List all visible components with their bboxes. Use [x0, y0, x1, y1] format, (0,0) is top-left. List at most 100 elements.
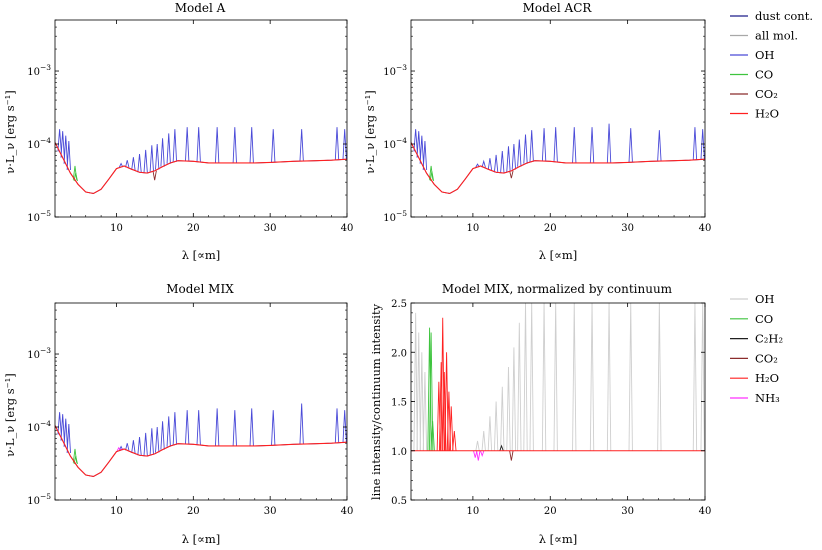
line-peak-nh- — [480, 450, 485, 458]
line-peak-c-h- — [499, 444, 504, 451]
line-peak-oh — [137, 436, 142, 456]
x-tick-label: 10 — [110, 506, 123, 517]
line-peak-oh — [657, 303, 662, 451]
line-peak-oh — [481, 159, 486, 168]
line-peak-oh — [342, 410, 347, 443]
y-tick-label: 10−4 — [383, 136, 407, 151]
line-peak-oh — [60, 414, 65, 441]
line-peak-co- — [509, 450, 514, 461]
line-peak-oh — [529, 130, 534, 162]
line-peak-oh — [60, 131, 65, 158]
x-tick-label: 20 — [187, 506, 200, 517]
legend-label: dust cont. — [755, 9, 813, 23]
line-peak-h-o — [452, 431, 457, 451]
legend-label: CO — [755, 312, 773, 326]
line-peak-oh — [511, 347, 517, 451]
line-peak-oh — [419, 135, 424, 164]
line-peak-oh — [523, 134, 528, 164]
line-peak-oh — [692, 127, 698, 160]
plot-area — [411, 123, 705, 195]
line-peak-oh — [131, 157, 136, 170]
panel-model-acr: Model ACR 10 20 30 40 10−5 10−4 10−3 λ [∝m] ν… — [363, 1, 711, 262]
line-peak-oh — [628, 128, 633, 163]
line-peak-oh — [125, 160, 130, 168]
y-tick-label: 10−5 — [27, 492, 51, 507]
line-peak-oh — [511, 143, 517, 170]
line-peak-oh — [419, 352, 424, 451]
line-peak-h-o — [439, 362, 444, 451]
line-peak-co — [73, 172, 78, 182]
legend-label: CO — [755, 68, 773, 82]
y-axis-label: ν·L_ν [erg s⁻¹] — [3, 373, 17, 457]
x-tick-label: 30 — [264, 506, 277, 517]
legend-label: H₂O — [755, 107, 779, 121]
legend-label: NH₃ — [755, 391, 780, 405]
line-peak-oh — [517, 322, 522, 451]
line-peak-oh — [299, 129, 304, 162]
panel-model-mix: Model MIX 10 20 30 40 10−5 10−4 10−3 λ [∝m] ν… — [3, 282, 353, 546]
x-axis-label: λ [∝m] — [182, 532, 221, 546]
line-peak-co — [427, 327, 432, 451]
line-peak-co — [429, 171, 435, 182]
series-line-h-o — [411, 142, 705, 195]
chart-title: Model A — [175, 1, 226, 15]
line-peak-oh — [166, 416, 171, 447]
line-peak-oh — [553, 303, 558, 451]
line-peak-oh — [416, 131, 421, 158]
legend-label: C₂H₂ — [755, 332, 783, 346]
y-tick-label: 10−3 — [27, 63, 51, 78]
y-axis-label: line intensity/continuum intensity — [369, 303, 383, 500]
y-tick-label: 10−3 — [383, 63, 407, 78]
line-peak-oh — [422, 371, 428, 451]
y-tick-label: 1.0 — [391, 447, 407, 458]
x-tick-label: 10 — [467, 223, 480, 234]
x-tick-label: 20 — [544, 506, 557, 517]
y-axis-label: ν·L_ν [erg s⁻¹] — [363, 90, 377, 174]
line-peak-co — [430, 421, 435, 451]
line-peak-oh — [63, 135, 68, 164]
line-peak-oh — [63, 418, 68, 447]
line-peak-oh — [149, 145, 154, 172]
line-peak-oh — [185, 127, 190, 162]
plot-area — [55, 127, 347, 195]
line-peak-oh — [416, 332, 421, 451]
line-peak-oh — [118, 162, 124, 168]
line-peak-oh — [692, 303, 698, 451]
y-tick-label: 10−5 — [27, 209, 51, 224]
line-peak-oh — [271, 410, 276, 446]
line-peak-nh- — [476, 450, 481, 461]
legend-label: OH — [755, 292, 774, 306]
line-peak-oh — [143, 432, 148, 456]
x-tick-label: 30 — [621, 506, 634, 517]
line-peak-oh — [700, 129, 705, 160]
line-peak-oh — [628, 303, 633, 451]
plot-area — [55, 403, 347, 478]
chart-title: Model ACR — [523, 1, 593, 15]
legend-label: CO₂ — [755, 87, 778, 101]
line-peak-oh — [249, 127, 254, 163]
line-peak-nh- — [473, 450, 478, 458]
line-peak-nh- — [116, 446, 121, 452]
line-peak-oh — [422, 140, 428, 171]
line-peak-oh — [66, 140, 71, 171]
line-peak-oh — [589, 303, 595, 451]
line-peak-co — [428, 332, 434, 451]
x-tick-label: 20 — [187, 223, 200, 234]
y-tick-label: 10−3 — [27, 346, 51, 361]
line-peak-oh — [500, 151, 505, 173]
line-peak-oh — [185, 410, 190, 445]
x-tick-label: 10 — [467, 506, 480, 517]
plot-frame — [410, 19, 706, 218]
line-peak-oh — [131, 440, 136, 453]
line-peak-co — [73, 455, 78, 465]
x-tick-label: 40 — [699, 223, 712, 234]
line-peak-oh — [271, 129, 276, 163]
line-peak-oh — [475, 440, 480, 451]
y-tick-label: 2.5 — [391, 299, 407, 310]
line-peak-oh — [572, 127, 577, 163]
series-line-h-o — [55, 142, 347, 195]
x-axis-label: λ [∝m] — [539, 532, 578, 546]
line-peak-oh — [232, 410, 237, 446]
line-peak-oh — [172, 129, 178, 162]
